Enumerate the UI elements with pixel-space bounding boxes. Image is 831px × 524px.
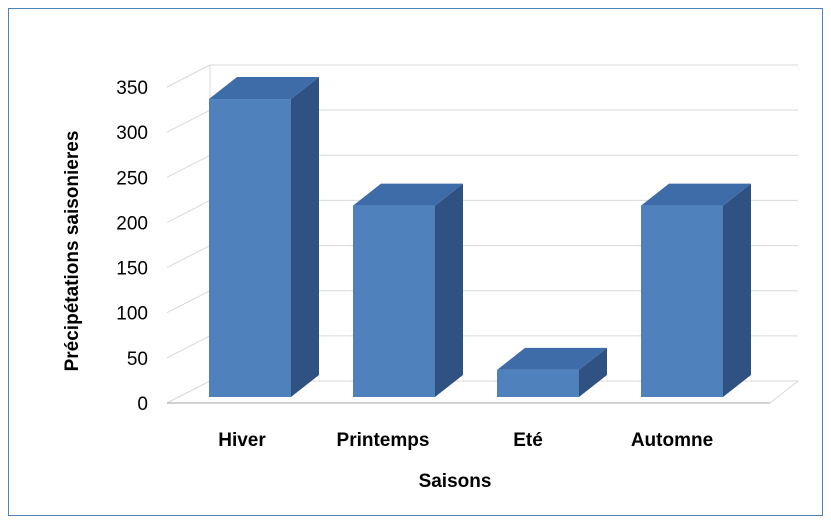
bar-side [579, 347, 607, 397]
bar-side [291, 77, 319, 398]
bar [497, 369, 579, 397]
grid-diagonal [166, 199, 211, 223]
y-tick-label: 200 [116, 213, 148, 234]
y-tick-label: 0 [137, 394, 148, 415]
x-tick-label: Eté [513, 430, 543, 451]
bar-top [497, 347, 607, 370]
x-axis-title: Saisons [419, 471, 492, 492]
bar-top [641, 183, 751, 206]
x-tick-label: Automne [631, 430, 713, 451]
y-tick-label: 150 [116, 259, 148, 280]
bar [209, 99, 291, 398]
bars [209, 77, 751, 398]
grid-diagonal [166, 335, 211, 359]
bar [353, 205, 435, 397]
x-tick-label: Printemps [337, 430, 430, 451]
x-tick-label: Hiver [218, 430, 266, 451]
y-tick-label: 250 [116, 168, 148, 189]
y-axis-title: Précipétations saisonieres [62, 131, 83, 372]
bar-side [435, 183, 463, 397]
bar [641, 205, 723, 397]
y-tick-label: 50 [127, 349, 148, 370]
x-tick-labels: Hiver Printemps Eté Automne [218, 430, 713, 451]
y-tick-label: 350 [116, 78, 148, 99]
bar-side [723, 183, 751, 397]
y-tick-labels: 0 50 100 150 200 250 300 350 [116, 78, 148, 415]
y-tick-label: 300 [116, 123, 148, 144]
grid-diagonal [166, 64, 211, 88]
bar-top [209, 77, 319, 100]
grid-diagonal [166, 290, 211, 314]
bar-top [353, 183, 463, 206]
grid-diagonal [166, 245, 211, 269]
grid-diagonal [166, 109, 211, 133]
chart-floor [166, 380, 800, 404]
grid-diagonal [166, 154, 211, 178]
y-tick-label: 100 [116, 304, 148, 325]
